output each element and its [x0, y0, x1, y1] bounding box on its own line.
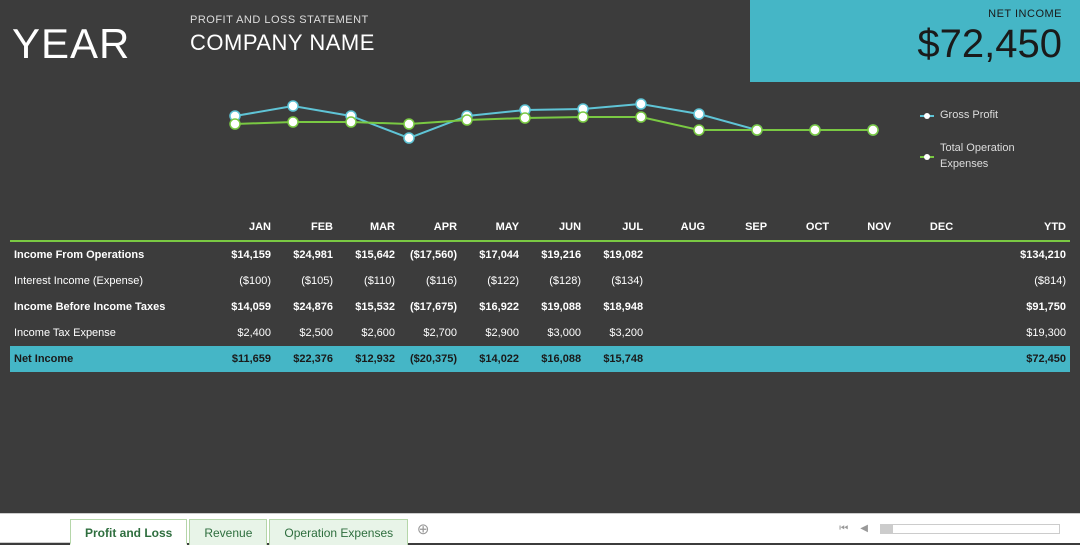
statement-subtitle: PROFIT AND LOSS STATEMENT — [190, 14, 369, 26]
column-header: APR — [399, 214, 461, 240]
pl-table: JANFEBMARAPRMAYJUNJULAUGSEPOCTNOVDECYTD … — [10, 214, 1070, 372]
company-name: COMPANY NAME — [190, 30, 375, 56]
sheet-tab[interactable]: Revenue — [189, 519, 267, 545]
column-header: NOV — [833, 214, 895, 240]
column-header — [957, 214, 980, 240]
scroll-start-icon[interactable]: ⏮ — [839, 523, 848, 534]
column-header: MAY — [461, 214, 523, 240]
column-header: YTD — [980, 214, 1070, 240]
sheet-tab[interactable]: Operation Expenses — [269, 519, 408, 545]
legend-label: Total Operation Expenses — [940, 141, 1060, 172]
add-sheet-button[interactable]: ⊕ — [410, 514, 436, 543]
legend-label: Gross Profit — [940, 108, 998, 123]
horizontal-scrollbar[interactable] — [880, 524, 1060, 534]
net-income-label: NET INCOME — [768, 8, 1062, 20]
net-income-value: $72,450 — [768, 22, 1062, 67]
profit-expenses-line-chart — [210, 90, 910, 180]
worksheet-area: YEAR PROFIT AND LOSS STATEMENT COMPANY N… — [0, 0, 1080, 513]
legend-item-total-operation-expenses: Total Operation Expenses — [920, 141, 1060, 172]
column-header: JAN — [213, 214, 275, 240]
table-row: Net Income$11,659$22,376$12,932($20,375)… — [10, 346, 1070, 372]
column-header: DEC — [895, 214, 957, 240]
column-header: JUN — [523, 214, 585, 240]
sheet-tab-bar: Profit and LossRevenueOperation Expenses… — [0, 513, 1080, 543]
column-header: JUL — [585, 214, 647, 240]
horizontal-scroll-zone[interactable]: ⏮ ◀ — [819, 514, 1080, 543]
column-header — [10, 214, 213, 240]
column-header: SEP — [709, 214, 771, 240]
chart-legend: Gross Profit Total Operation Expenses — [920, 108, 1060, 190]
net-income-card: NET INCOME $72,450 — [750, 0, 1080, 82]
column-header: AUG — [647, 214, 709, 240]
table-row: Interest Income (Expense)($100)($105)($1… — [10, 268, 1070, 294]
table-header-row: JANFEBMARAPRMAYJUNJULAUGSEPOCTNOVDEC YTD — [10, 214, 1070, 240]
table-row: Income From Operations$14,159$24,981$15,… — [10, 242, 1070, 268]
legend-item-gross-profit: Gross Profit — [920, 108, 1060, 123]
year-label: YEAR — [12, 20, 130, 68]
sheet-tab[interactable]: Profit and Loss — [70, 519, 187, 545]
column-header: MAR — [337, 214, 399, 240]
column-header: OCT — [771, 214, 833, 240]
table-row: Income Tax Expense$2,400$2,500$2,600$2,7… — [10, 320, 1070, 346]
column-header: FEB — [275, 214, 337, 240]
table-row: Income Before Income Taxes$14,059$24,876… — [10, 294, 1070, 320]
scroll-left-icon[interactable]: ◀ — [860, 523, 868, 534]
